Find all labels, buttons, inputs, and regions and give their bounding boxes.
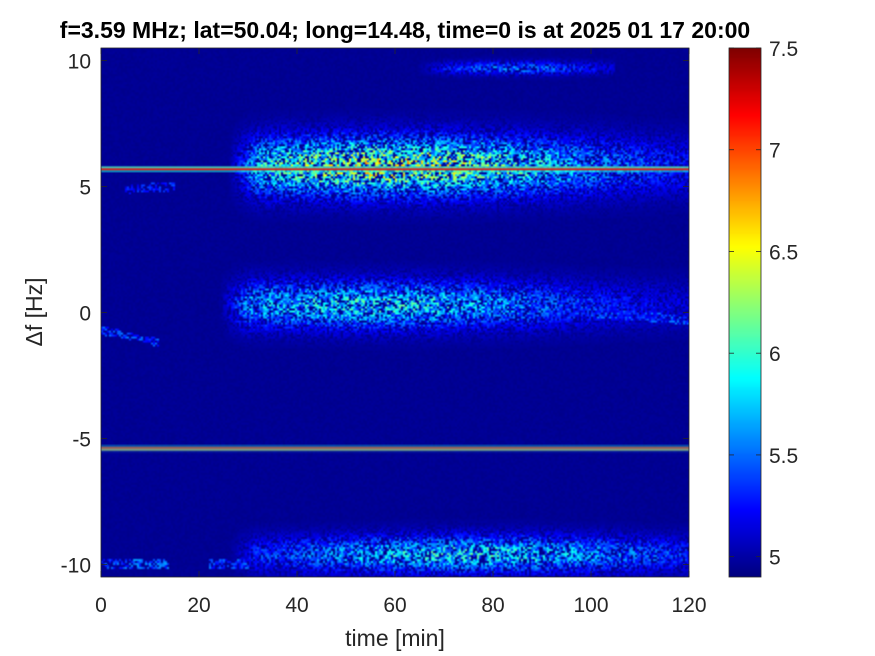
colorbar-tick-label: 6 bbox=[769, 343, 781, 366]
x-axis-label: time [min] bbox=[345, 625, 445, 651]
x-tick-label: 60 bbox=[383, 594, 406, 617]
x-tick-label: 100 bbox=[573, 594, 608, 617]
colorbar: 7.5 7 6.5 6 5.5 5 bbox=[728, 38, 798, 578]
plot-area bbox=[100, 47, 690, 578]
colorbar-tick-label: 6.5 bbox=[769, 241, 798, 264]
colorbar-tick-label: 5 bbox=[769, 547, 781, 570]
colorbar-ticks: 7.5 7 6.5 6 5.5 5 bbox=[729, 38, 798, 570]
x-tick-label: 40 bbox=[285, 594, 308, 617]
chart-title: f=3.59 MHz; lat=50.04; long=14.48, time=… bbox=[60, 17, 750, 43]
colorbar-frame bbox=[728, 47, 762, 578]
y-tick-label: -5 bbox=[72, 428, 91, 451]
heatmap-image bbox=[101, 48, 689, 577]
y-tick-label: 5 bbox=[79, 177, 91, 200]
y-tick-label: -10 bbox=[61, 554, 91, 577]
y-tick-label: 0 bbox=[79, 303, 91, 326]
colorbar-gradient bbox=[729, 48, 761, 577]
colorbar-tick-label: 5.5 bbox=[769, 445, 798, 468]
x-tick-label: 80 bbox=[481, 594, 504, 617]
colorbar-tick-label: 7 bbox=[769, 140, 781, 163]
x-tick-label: 120 bbox=[671, 594, 706, 617]
colorbar-tick-label: 7.5 bbox=[769, 38, 798, 61]
y-axis-label: Δf [Hz] bbox=[21, 277, 47, 346]
x-tick-label: 20 bbox=[187, 594, 210, 617]
x-axis: 0 20 40 60 80 100 120 bbox=[95, 48, 707, 617]
y-tick-label: 10 bbox=[68, 51, 91, 74]
y-axis: 10 5 0 -5 -10 bbox=[61, 51, 689, 577]
x-tick-label: 0 bbox=[95, 594, 107, 617]
